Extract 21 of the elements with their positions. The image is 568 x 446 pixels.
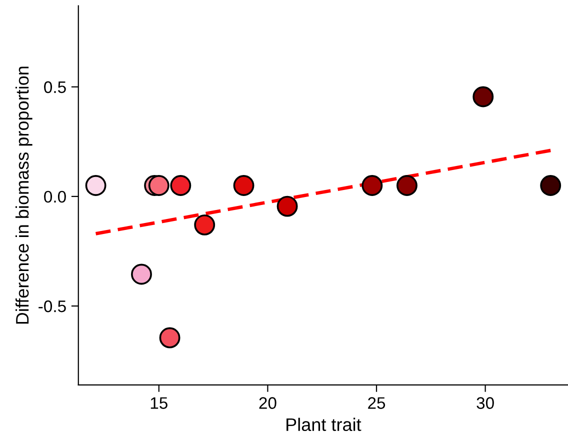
point [170, 175, 192, 196]
x-axis-title: Plant trait [286, 418, 362, 432]
x-tick-label: 20 [259, 397, 276, 409]
x-tick-label: 30 [476, 397, 494, 409]
point [472, 86, 494, 108]
point [148, 175, 170, 196]
y-tick-label: -0.5 [38, 300, 66, 312]
point [540, 175, 562, 196]
y-tick-label: 0.0 [44, 190, 66, 203]
point [159, 327, 180, 348]
y-tick-label: 0.5 [44, 81, 66, 94]
point [276, 196, 298, 217]
point [85, 175, 106, 196]
y-axis-title: Difference in biomass proportion [15, 66, 32, 324]
point [194, 214, 216, 236]
point [233, 175, 254, 196]
point [362, 175, 383, 196]
point [396, 175, 418, 196]
x-tick-label: 25 [368, 397, 386, 409]
point [131, 264, 152, 285]
x-tick-label: 15 [150, 397, 168, 409]
